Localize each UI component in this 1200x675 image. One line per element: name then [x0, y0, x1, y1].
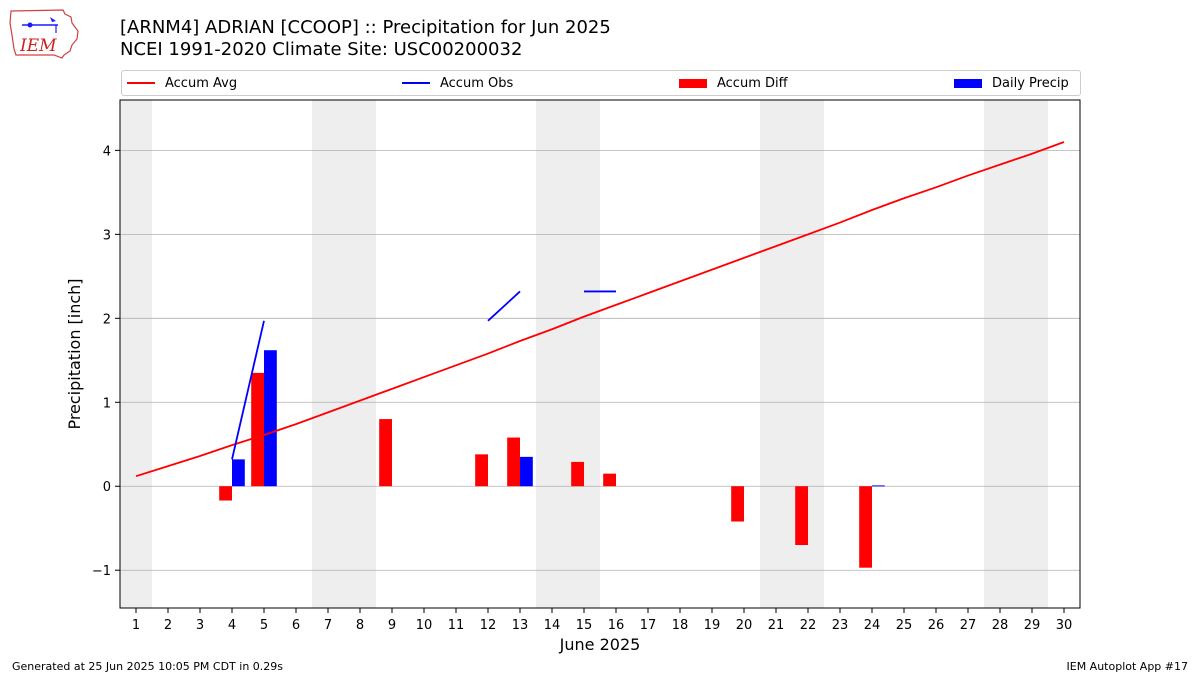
weekend-shade-day-29	[1016, 100, 1048, 608]
accum-diff-bar-day-22	[795, 486, 808, 546]
legend-label-accum-obs: Accum Obs	[440, 75, 514, 91]
footer-app: IEM Autoplot App #17	[1066, 660, 1189, 673]
x-tick-label: 4	[228, 618, 236, 633]
logo-text: IEM	[19, 36, 57, 56]
accum-obs-line-segment-2	[487, 290, 521, 322]
bars	[219, 350, 885, 568]
legend-item-accum-diff: Accum Diff	[679, 74, 788, 92]
x-tick-label: 29	[1024, 618, 1041, 633]
plot-frame	[119, 99, 1081, 609]
weekend-shade-day-21	[760, 100, 792, 608]
x-tick-label: 18	[672, 618, 689, 633]
x-tick-label: 10	[416, 618, 433, 633]
daily-precip-bar-day-4	[232, 459, 245, 487]
x-tick-label: 19	[704, 618, 721, 633]
y-axis-label: Precipitation [inch]	[65, 278, 84, 429]
accum-diff-bar-day-13	[507, 437, 520, 487]
x-tick-label: 5	[260, 618, 268, 633]
chart-legend: Accum Avg Accum Obs Accum Diff Daily Pre…	[121, 70, 1081, 96]
weekend-shade-day-14	[536, 100, 568, 608]
chart-subtitle: NCEI 1991-2020 Climate Site: USC00200032	[120, 39, 523, 60]
legend-swatch-accum-diff	[679, 78, 707, 88]
x-tick-label: 26	[928, 618, 945, 633]
accum-diff-bar-day-24	[859, 486, 872, 568]
x-tick-label: 3	[196, 618, 204, 633]
gridlines	[120, 149, 1080, 571]
accum-obs-line-segment-1	[231, 320, 265, 460]
x-tick-label: 12	[480, 618, 497, 633]
x-tick-label: 28	[992, 618, 1009, 633]
weekend-shade-day-1	[120, 100, 152, 608]
x-tick-label: 11	[448, 618, 465, 633]
x-tick-label: 23	[832, 618, 849, 633]
y-tick-label: 4	[103, 144, 111, 159]
x-tick-label: 25	[896, 618, 913, 633]
x-tick-label: 16	[608, 618, 625, 633]
weekend-shade-day-15	[568, 100, 600, 608]
x-tick-label: 20	[736, 618, 753, 633]
x-tick-label: 24	[864, 618, 881, 633]
legend-item-daily-precip: Daily Precip	[954, 74, 1069, 92]
legend-label-accum-diff: Accum Diff	[717, 75, 788, 91]
legend-item-accum-avg: Accum Avg	[127, 74, 237, 92]
y-tick-label: 0	[103, 480, 111, 495]
x-tick-label: 22	[800, 618, 817, 633]
weekend-shade-day-28	[984, 100, 1016, 608]
y-tick-label: 1	[103, 396, 111, 411]
daily-precip-bar-day-24	[872, 485, 885, 487]
lines	[135, 141, 1065, 478]
legend-label-accum-avg: Accum Avg	[165, 75, 238, 91]
accum-diff-bar-day-9	[379, 419, 392, 487]
x-tick-label: 1	[132, 618, 140, 633]
accum-diff-bar-day-12	[475, 454, 488, 487]
legend-item-accum-obs: Accum Obs	[402, 74, 513, 92]
x-tick-label: 14	[544, 618, 561, 633]
x-tick-label: 7	[324, 618, 332, 633]
x-tick-label: 17	[640, 618, 657, 633]
accum-diff-bar-day-20	[731, 486, 744, 522]
x-axis-label: June 2025	[559, 635, 641, 654]
legend-swatch-daily-precip	[954, 78, 982, 88]
accum-diff-bar-day-5	[251, 372, 264, 487]
weekend-shading	[120, 100, 1048, 608]
x-tick-label: 9	[388, 618, 396, 633]
legend-swatch-accum-avg	[127, 82, 155, 84]
accum-diff-bar-day-15	[571, 461, 584, 487]
x-tick-label: 13	[512, 618, 529, 633]
iem-logo: IEM	[9, 9, 79, 59]
y-tick-label: 3	[103, 228, 111, 243]
legend-swatch-accum-obs	[402, 82, 430, 84]
y-tick-label: −1	[92, 564, 111, 579]
accum-diff-bar-day-16	[603, 473, 616, 487]
accum-diff-bar-day-4	[219, 486, 232, 501]
chart-title: [ARNM4] ADRIAN [CCOOP] :: Precipitation …	[120, 17, 611, 38]
weekend-shade-day-8	[344, 100, 376, 608]
daily-precip-bar-day-13	[520, 456, 533, 487]
x-tick-label: 2	[164, 618, 172, 633]
accum-avg-line	[135, 141, 1065, 478]
x-tick-label: 6	[292, 618, 300, 633]
x-tick-label: 27	[960, 618, 977, 633]
y-tick-label: 2	[103, 312, 111, 327]
daily-precip-bar-day-5	[264, 350, 277, 487]
footer-generated: Generated at 25 Jun 2025 10:05 PM CDT in…	[12, 660, 284, 673]
x-tick-label: 8	[356, 618, 364, 633]
legend-label-daily-precip: Daily Precip	[992, 75, 1069, 91]
weekend-shade-day-7	[312, 100, 344, 608]
x-tick-label: 30	[1056, 618, 1073, 633]
x-tick-label: 21	[768, 618, 785, 633]
x-tick-label: 15	[576, 618, 593, 633]
